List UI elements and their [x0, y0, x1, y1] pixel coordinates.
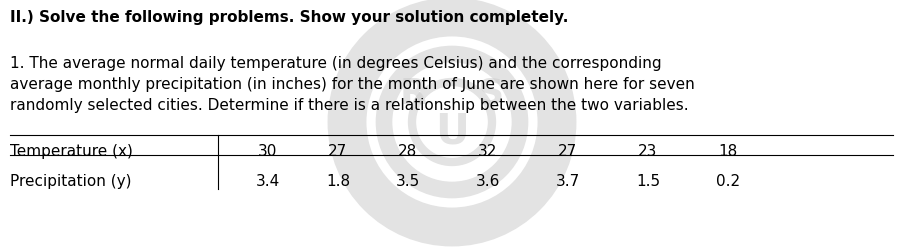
Text: 32: 32: [478, 144, 497, 159]
Text: II.) Solve the following problems. Show your solution completely.: II.) Solve the following problems. Show …: [10, 10, 567, 25]
Text: 18: 18: [718, 144, 737, 159]
Text: 1.5: 1.5: [635, 174, 659, 189]
Text: Precipitation (y): Precipitation (y): [10, 174, 132, 189]
Text: 30: 30: [258, 144, 278, 159]
Text: U: U: [435, 111, 468, 153]
Text: 0.2: 0.2: [715, 174, 740, 189]
Text: 3.5: 3.5: [395, 174, 419, 189]
Text: 28: 28: [398, 144, 417, 159]
Text: 1.8: 1.8: [326, 174, 350, 189]
Text: S: S: [476, 77, 502, 111]
Text: 3.4: 3.4: [255, 174, 280, 189]
Text: 3.6: 3.6: [475, 174, 500, 189]
Text: Temperature (x): Temperature (x): [10, 144, 133, 159]
Text: 3.7: 3.7: [556, 174, 579, 189]
Text: 27: 27: [557, 144, 577, 159]
Text: randomly selected cities. Determine if there is a relationship between the two v: randomly selected cities. Determine if t…: [10, 98, 688, 113]
Text: R: R: [400, 77, 428, 111]
Text: average monthly precipitation (in inches) for the month of June are shown here f: average monthly precipitation (in inches…: [10, 77, 694, 92]
Text: 23: 23: [638, 144, 657, 159]
Text: 27: 27: [328, 144, 347, 159]
Text: 1. The average normal daily temperature (in degrees Celsius) and the correspondi: 1. The average normal daily temperature …: [10, 56, 661, 71]
